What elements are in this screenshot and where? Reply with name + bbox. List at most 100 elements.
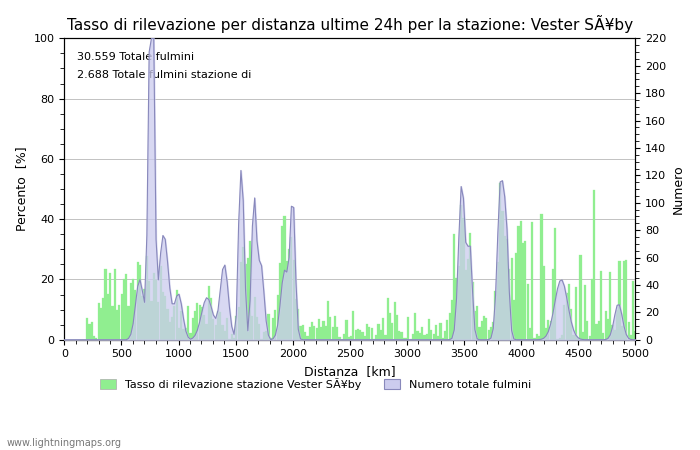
- Bar: [384, 335, 386, 340]
- Bar: [300, 325, 302, 340]
- Bar: [176, 289, 178, 340]
- Bar: [226, 318, 228, 340]
- Bar: [481, 320, 483, 340]
- Bar: [499, 183, 501, 340]
- Bar: [246, 258, 249, 340]
- Bar: [570, 309, 573, 340]
- Bar: [343, 334, 345, 340]
- Bar: [375, 335, 377, 340]
- Bar: [618, 261, 620, 340]
- Bar: [380, 330, 382, 340]
- Bar: [334, 316, 336, 340]
- Bar: [212, 319, 214, 340]
- Bar: [244, 264, 246, 340]
- Bar: [196, 303, 198, 340]
- Bar: [286, 261, 288, 340]
- Bar: [162, 292, 164, 340]
- Bar: [632, 281, 634, 340]
- Bar: [201, 307, 203, 340]
- Bar: [596, 324, 598, 340]
- Bar: [93, 337, 95, 340]
- Legend: Tasso di rilevazione stazione Vester SÃ¥by, Numero totale fulmini: Tasso di rilevazione stazione Vester SÃ¥…: [95, 374, 536, 395]
- Bar: [210, 298, 212, 340]
- Bar: [508, 269, 510, 340]
- Bar: [279, 263, 281, 340]
- Bar: [203, 315, 205, 340]
- Bar: [348, 337, 350, 340]
- Bar: [561, 335, 564, 340]
- Bar: [288, 249, 290, 340]
- Bar: [251, 316, 253, 340]
- Bar: [407, 317, 410, 340]
- Bar: [400, 333, 402, 340]
- Bar: [361, 332, 363, 340]
- Bar: [215, 324, 217, 340]
- Bar: [515, 253, 517, 340]
- Bar: [412, 334, 414, 340]
- Bar: [240, 262, 242, 340]
- Bar: [501, 212, 503, 340]
- Bar: [605, 311, 607, 340]
- Bar: [150, 301, 153, 340]
- Bar: [158, 302, 160, 340]
- Bar: [293, 260, 295, 340]
- Bar: [180, 311, 183, 340]
- Text: 30.559 Totale fulmini: 30.559 Totale fulmini: [77, 52, 194, 62]
- Bar: [323, 321, 325, 340]
- Bar: [267, 314, 270, 340]
- Bar: [352, 311, 354, 340]
- Bar: [589, 336, 591, 340]
- Bar: [598, 321, 600, 340]
- Bar: [350, 336, 352, 340]
- Bar: [627, 322, 630, 340]
- Bar: [522, 243, 524, 340]
- Bar: [449, 313, 451, 340]
- Bar: [187, 306, 189, 340]
- Bar: [118, 305, 120, 340]
- Bar: [122, 279, 125, 340]
- Bar: [453, 234, 455, 340]
- Bar: [127, 306, 130, 340]
- Y-axis label: Numero: Numero: [672, 164, 685, 214]
- Bar: [281, 226, 284, 340]
- Bar: [307, 336, 309, 340]
- Bar: [146, 256, 148, 340]
- Bar: [304, 332, 306, 340]
- Bar: [130, 283, 132, 340]
- Bar: [591, 279, 593, 340]
- Bar: [109, 273, 111, 340]
- Bar: [580, 255, 582, 340]
- Bar: [517, 225, 519, 340]
- Bar: [136, 262, 139, 340]
- Bar: [235, 315, 237, 340]
- Bar: [116, 310, 118, 340]
- Bar: [262, 333, 265, 340]
- Bar: [132, 279, 134, 340]
- Bar: [270, 338, 272, 340]
- Bar: [625, 261, 627, 340]
- Bar: [547, 320, 550, 340]
- Bar: [536, 334, 538, 340]
- Text: 2.688 Totale fulmini stazione di: 2.688 Totale fulmini stazione di: [77, 70, 251, 80]
- Bar: [621, 326, 623, 340]
- Bar: [531, 222, 533, 340]
- Bar: [513, 300, 515, 340]
- Bar: [623, 261, 625, 340]
- Bar: [575, 287, 577, 340]
- Bar: [465, 270, 467, 340]
- Bar: [444, 331, 446, 340]
- Bar: [183, 328, 185, 340]
- Bar: [208, 286, 210, 340]
- Bar: [488, 330, 490, 340]
- Bar: [616, 310, 618, 340]
- Bar: [402, 338, 405, 340]
- Bar: [192, 319, 194, 340]
- Bar: [447, 320, 449, 340]
- Bar: [545, 328, 547, 340]
- Bar: [519, 221, 522, 340]
- Bar: [190, 333, 192, 340]
- Bar: [490, 327, 492, 340]
- Bar: [339, 338, 341, 340]
- Bar: [194, 311, 196, 340]
- Bar: [205, 324, 208, 340]
